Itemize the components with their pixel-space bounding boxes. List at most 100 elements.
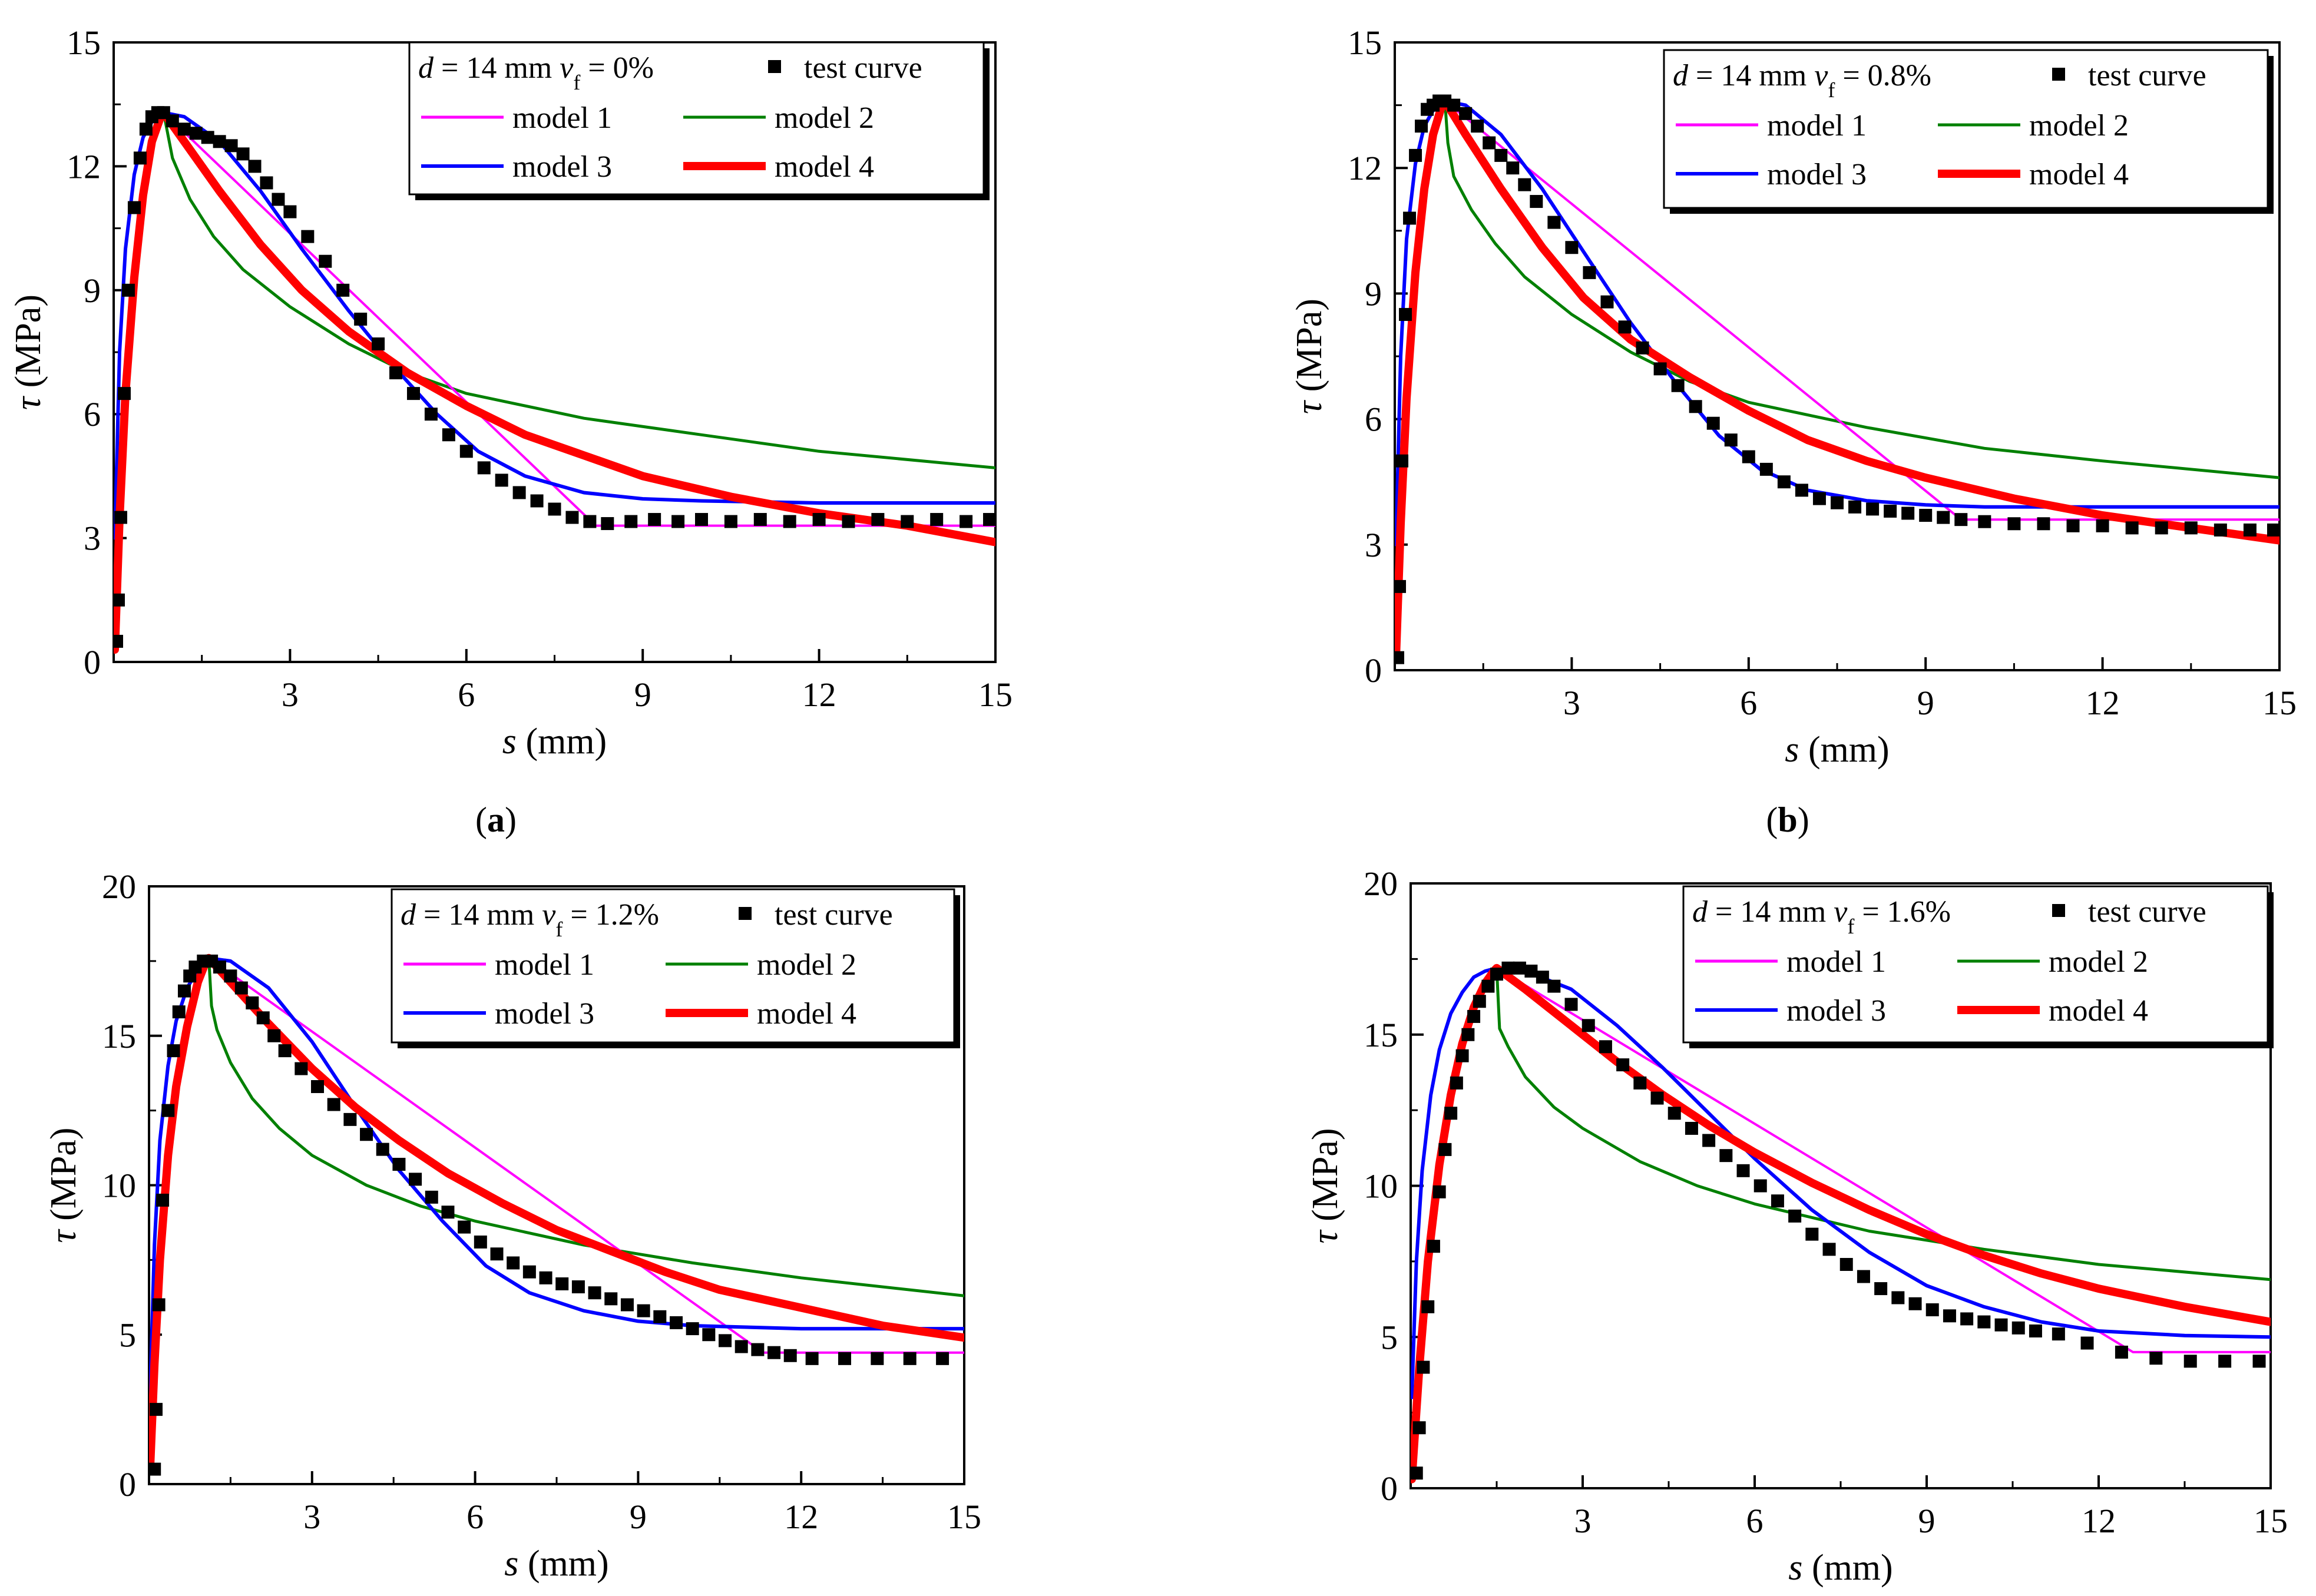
series-model4 — [1411, 963, 2271, 1484]
test-point — [409, 1173, 422, 1186]
test-point — [1671, 379, 1685, 392]
panel-label: (b) — [1766, 800, 1809, 839]
test-point — [1901, 506, 1915, 520]
test-point — [2184, 521, 2198, 535]
test-point — [1395, 454, 1409, 468]
y-tick-label: 0 — [84, 643, 101, 681]
test-point — [1471, 120, 1484, 133]
series-group — [1395, 94, 2279, 664]
test-point — [1884, 504, 1897, 518]
test-point — [1565, 241, 1579, 254]
test-point — [1582, 1019, 1595, 1032]
test-point — [392, 1157, 406, 1171]
test-point — [1583, 266, 1596, 279]
test-point — [1994, 1318, 2008, 1332]
test-point — [1925, 1303, 1939, 1317]
test-point — [753, 513, 767, 527]
series-group — [1411, 961, 2271, 1484]
test-point — [565, 511, 579, 524]
legend-model3-label: model 3 — [512, 150, 612, 184]
test-point — [1874, 1282, 1888, 1296]
x-tick-label: 12 — [2086, 684, 2120, 722]
test-point — [960, 515, 973, 528]
y-axis-title: τ (MPa) — [1289, 299, 1329, 414]
y-tick-label: 15 — [102, 1017, 136, 1055]
test-point — [1777, 475, 1791, 489]
x-tick-label: 6 — [1740, 684, 1757, 722]
x-tick-label: 15 — [947, 1498, 981, 1536]
test-point — [1724, 433, 1738, 447]
test-point — [1960, 1312, 1974, 1326]
test-point — [177, 122, 191, 136]
legend-test-marker — [739, 907, 752, 920]
test-point — [2252, 1355, 2266, 1368]
y-tick-label: 9 — [84, 271, 101, 310]
test-point — [734, 1340, 748, 1353]
y-tick-label: 15 — [1348, 24, 1382, 62]
series-model3 — [1411, 966, 2271, 1399]
test-point — [389, 366, 403, 380]
test-point — [2243, 523, 2257, 537]
x-tick-label: 6 — [1746, 1502, 1764, 1540]
test-point — [624, 515, 638, 528]
test-point — [512, 486, 526, 499]
test-point — [871, 513, 885, 527]
legend-model2-label: model 2 — [2029, 109, 2129, 143]
test-point — [1736, 1164, 1750, 1177]
test-point — [256, 1011, 270, 1025]
test-point — [149, 1403, 163, 1416]
test-point — [1536, 971, 1549, 984]
test-point — [2115, 1345, 2128, 1359]
x-axis-title: s (mm) — [1785, 730, 1889, 770]
test-point — [474, 1235, 487, 1249]
legend-test-marker — [2052, 68, 2065, 81]
test-point — [1653, 362, 1667, 376]
test-point — [751, 1343, 765, 1356]
test-point — [167, 1044, 180, 1058]
test-point — [311, 1080, 325, 1094]
test-point — [127, 201, 141, 214]
test-point — [2214, 523, 2227, 537]
test-point — [441, 1206, 455, 1219]
x-axis-title: s (mm) — [502, 721, 607, 761]
test-point — [1771, 1194, 1784, 1208]
legend-model1-label: model 1 — [495, 948, 594, 982]
test-point — [1483, 136, 1496, 150]
series-model4 — [114, 108, 995, 654]
legend-test-marker — [2052, 904, 2065, 917]
test-point — [2037, 517, 2050, 531]
test-point — [425, 1190, 438, 1204]
y-tick-label: 15 — [1364, 1016, 1398, 1054]
y-tick-label: 6 — [1365, 400, 1382, 439]
test-point — [1706, 416, 1720, 430]
test-point — [1848, 500, 1862, 514]
test-point — [1788, 1209, 1802, 1223]
x-tick-label: 3 — [303, 1498, 320, 1536]
test-point — [1409, 148, 1422, 162]
y-tick-label: 3 — [84, 519, 101, 558]
test-point — [336, 283, 350, 297]
test-point — [1600, 295, 1614, 309]
series-test-curve — [149, 954, 949, 1476]
test-point — [121, 283, 135, 297]
test-point — [637, 1304, 650, 1317]
x-tick-label: 15 — [2254, 1502, 2288, 1540]
legend-title: d = 14 mm vf = 1.2% — [401, 898, 659, 941]
test-point — [272, 193, 285, 206]
y-tick-label: 20 — [102, 867, 136, 906]
y-tick-label: 0 — [1365, 651, 1382, 690]
test-point — [783, 1349, 797, 1362]
panel-b: 3 6 9 12 15 0 3 6 9 12 15 s (mm) τ (MPa) d = 14 mm vf… — [1289, 24, 2297, 839]
test-point — [530, 494, 544, 508]
y-axis-title: τ (MPa) — [44, 1127, 84, 1243]
x-tick-label: 15 — [978, 676, 1013, 714]
test-point — [1753, 1179, 1767, 1193]
test-point — [1954, 513, 1968, 527]
series-test-curve — [1411, 961, 2266, 1480]
test-point — [1395, 580, 1407, 593]
test-point — [156, 1193, 170, 1207]
test-point — [1415, 120, 1428, 133]
test-point — [2149, 1352, 2163, 1365]
test-point — [406, 387, 420, 400]
test-point — [1891, 1291, 1905, 1304]
